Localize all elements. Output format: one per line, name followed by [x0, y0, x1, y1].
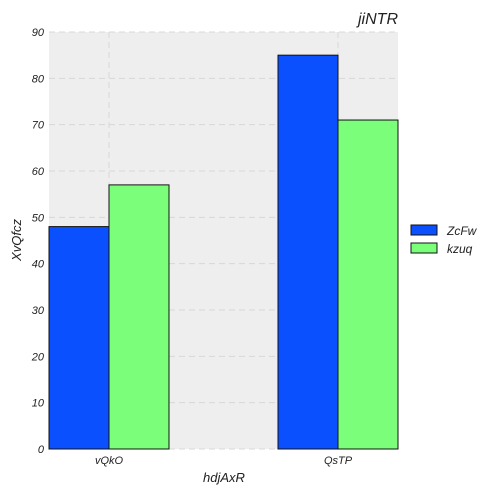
x-tick-label: vQkO: [95, 455, 124, 467]
y-tick-label: 30: [32, 305, 45, 317]
y-tick-label: 90: [32, 27, 45, 39]
x-tick-label: QsTP: [324, 455, 353, 467]
legend-swatch-ZcFw: [410, 224, 438, 236]
legend-label-ZcFw: ZcFw: [446, 224, 478, 238]
legend-label-kzuq: kzuq: [447, 242, 473, 256]
y-tick-label: 20: [31, 351, 45, 363]
chart-title: jiNTR: [356, 11, 398, 28]
bar-kzuq-vQkO: [108, 184, 170, 450]
y-tick-label: 60: [32, 166, 45, 178]
legend-swatch-kzuq: [410, 242, 438, 254]
y-tick-label: 0: [38, 444, 45, 456]
y-tick-label: 50: [32, 212, 45, 224]
bar-kzuq-QsTP: [337, 119, 399, 450]
x-axis-label: hdjAxR: [203, 470, 245, 485]
y-tick-label: 10: [32, 398, 45, 410]
y-tick-label: 80: [32, 73, 45, 85]
bar-ZcFw-vQkO: [48, 226, 110, 450]
legend: ZcFw kzuq: [410, 224, 478, 256]
bars: [48, 54, 399, 450]
y-axis-label: XvQfcz: [9, 219, 24, 262]
x-axis-ticks: vQkO QsTP: [95, 455, 353, 467]
y-tick-label: 70: [32, 120, 45, 132]
y-axis-ticks: 0 10 20 30 40 50 60 70 80 90: [31, 27, 45, 456]
y-tick-label: 40: [32, 259, 45, 271]
bar-ZcFw-QsTP: [277, 54, 339, 450]
